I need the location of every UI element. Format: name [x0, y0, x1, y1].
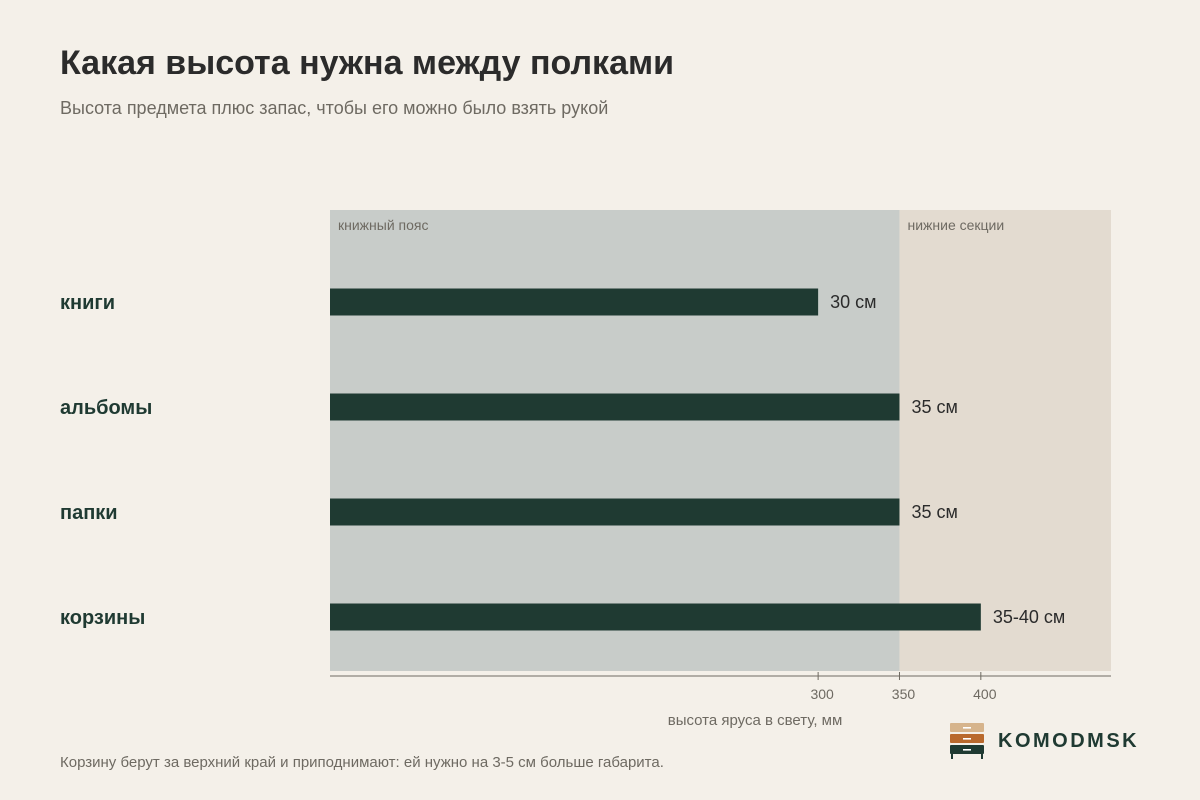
x-tick-label: 350	[892, 686, 916, 702]
value-label: 30 см	[830, 292, 876, 312]
x-tick-label: 300	[810, 686, 834, 702]
x-axis-title: высота яруса в свету, мм	[668, 712, 843, 729]
category-label: книги	[60, 292, 115, 314]
zone-band	[330, 210, 900, 671]
brand-logo: KOMODMSK	[948, 722, 1139, 760]
dresser-icon	[950, 723, 984, 759]
bar	[330, 288, 819, 316]
bar	[330, 498, 900, 526]
brand-name: KOMODMSK	[998, 729, 1140, 752]
zone-band	[899, 210, 1111, 671]
category-label: папки	[60, 502, 118, 524]
value-label: 35-40 см	[993, 607, 1065, 627]
zone-label: книжный пояс	[338, 217, 429, 233]
footnote: Корзину берут за верхний край и приподни…	[60, 754, 664, 771]
value-label: 35 см	[911, 502, 957, 522]
category-label: альбомы	[60, 397, 152, 419]
chart-title: Какая высота нужна между полками	[60, 44, 675, 82]
x-tick-label: 400	[973, 686, 997, 702]
value-label: 35 см	[911, 397, 957, 417]
chart-subtitle: Высота предмета плюс запас, чтобы его мо…	[60, 98, 609, 118]
category-label: корзины	[60, 607, 145, 629]
zone-label: нижние секции	[907, 217, 1004, 233]
bar	[330, 603, 981, 631]
bar	[330, 393, 900, 421]
